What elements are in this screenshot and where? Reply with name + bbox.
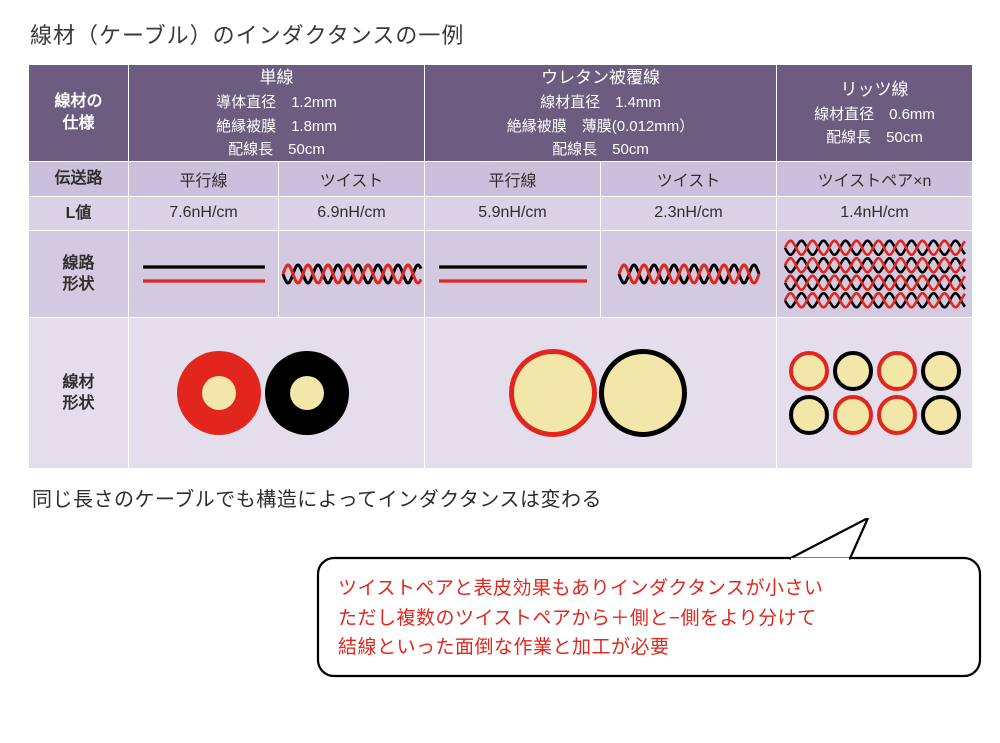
lineshape-twist-single	[279, 231, 425, 318]
xsection-urethane	[425, 318, 777, 469]
page-title: 線材（ケーブル）のインダクタンスの一例	[30, 18, 972, 50]
lineshape-litz	[777, 231, 973, 318]
row-lvalue-label: L値	[29, 196, 129, 231]
caption-text: 同じ長さのケーブルでも構造によってインダクタンスは変わる	[32, 483, 972, 512]
transmission-1: ツイスト	[279, 162, 425, 197]
transmission-3: ツイスト	[601, 162, 777, 197]
lvalue-0: 7.6nH/cm	[129, 196, 279, 231]
lvalue-2: 5.9nH/cm	[425, 196, 601, 231]
header-group-litz: リッツ線 線材直径 0.6mm 配線長 50cm	[777, 65, 973, 162]
lineshape-twist-urethane	[601, 231, 777, 318]
lineshape-parallel-single	[129, 231, 279, 318]
callout-text: ツイストペアと表皮効果もありインダクタンスが小さい ただし複数のツイストペアから…	[338, 574, 958, 662]
header-group-single: 単線 導体直径 1.2mm 絶縁被膜 1.8mm 配線長 50cm	[129, 65, 425, 162]
transmission-0: 平行線	[129, 162, 279, 197]
header-group-urethane: ウレタン被覆線 線材直径 1.4mm 絶縁被膜 薄膜(0.012mm） 配線長 …	[425, 65, 777, 162]
header-spec-label: 線材の仕様	[29, 65, 129, 162]
lvalue-3: 2.3nH/cm	[601, 196, 777, 231]
callout: ツイストペアと表皮効果もありインダクタンスが小さい ただし複数のツイストペアから…	[28, 518, 972, 688]
lineshape-parallel-urethane	[425, 231, 601, 318]
row-transmission-label: 伝送路	[29, 162, 129, 197]
lvalue-1: 6.9nH/cm	[279, 196, 425, 231]
row-xsection-label: 線材形状	[29, 318, 129, 469]
cable-inductance-table: 線材の仕様 単線 導体直径 1.2mm 絶縁被膜 1.8mm 配線長 50cm …	[28, 64, 973, 469]
transmission-2: 平行線	[425, 162, 601, 197]
lvalue-4: 1.4nH/cm	[777, 196, 973, 231]
row-lineshape-label: 線路形状	[29, 231, 129, 318]
xsection-single	[129, 318, 425, 469]
transmission-4: ツイストペア×n	[777, 162, 973, 197]
xsection-litz	[777, 318, 973, 469]
